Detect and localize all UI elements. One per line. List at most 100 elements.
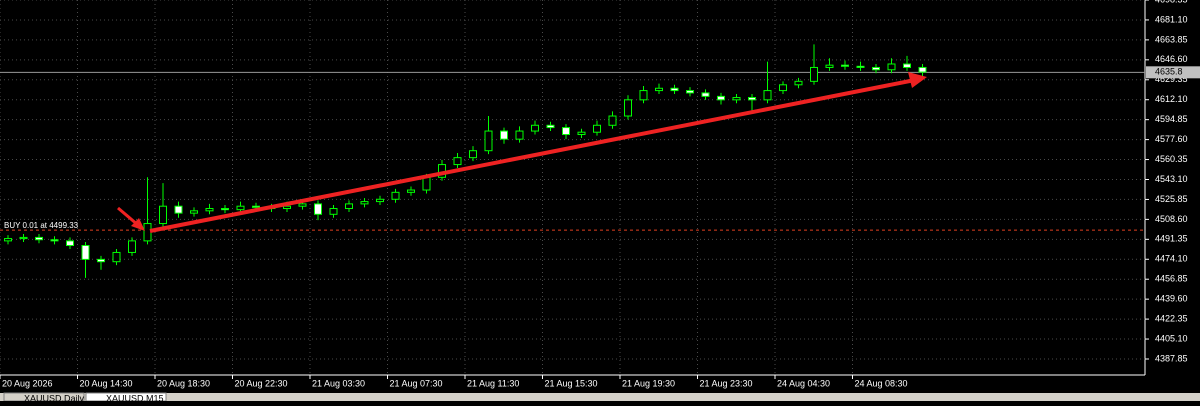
x-tick-label: 24 Aug 04:30 (777, 378, 830, 388)
candle-body (686, 90, 694, 94)
candle-body (903, 63, 911, 68)
candle-body (500, 130, 508, 140)
candle-body (856, 65, 865, 68)
annotation-arrows (117, 72, 927, 233)
candle-body (841, 64, 849, 67)
candle-body (221, 208, 229, 211)
candle-body (283, 205, 291, 210)
candle-body (577, 131, 586, 136)
x-tick-label: 21 Aug 15:30 (545, 378, 598, 388)
candle-body (763, 90, 772, 101)
y-tick-label: 4422.35 (1155, 313, 1188, 323)
candle-body (639, 90, 648, 101)
y-tick-label: 4629.35 (1155, 74, 1188, 84)
candle-body (484, 130, 493, 152)
x-tick-label: 21 Aug 07:30 (390, 378, 443, 388)
candle-body (717, 95, 725, 101)
x-tick-label: 21 Aug 23:30 (700, 378, 753, 388)
y-tick-label: 4612.10 (1155, 94, 1188, 104)
x-tick-label: 24 Aug 08:30 (855, 378, 908, 388)
candle-body (128, 240, 136, 253)
chart-tab-label[interactable]: XAUUSD,M15 (106, 393, 164, 403)
x-tick-label: 21 Aug 11:30 (467, 378, 519, 388)
labels: 4698.35 4681.10 4663.85 4646.60 4629.35 4612.… (2, 0, 1200, 388)
candle-body (159, 205, 167, 225)
candle-body (608, 115, 617, 126)
candle-body (81, 245, 90, 260)
entry-arrow (117, 206, 139, 227)
candle-body (422, 176, 431, 191)
grid (0, 0, 1149, 379)
candle-body (360, 201, 369, 205)
y-tick-label: 4525.85 (1155, 194, 1188, 204)
candle-body (918, 66, 927, 73)
candle-body (794, 80, 803, 86)
candle-body (453, 157, 462, 166)
y-tick-label: 4663.85 (1155, 34, 1188, 44)
tab-bar (0, 393, 1200, 401)
y-tick-label: 4456.85 (1155, 274, 1188, 284)
candle-body (252, 205, 260, 208)
candle-body (407, 189, 415, 193)
candle-body (298, 203, 307, 207)
y-tick-label: 4474.10 (1155, 254, 1188, 264)
candle-body (593, 124, 601, 133)
candle-body (143, 223, 152, 242)
candle-body (872, 66, 880, 71)
chart-tab-label[interactable]: XAUUSD,Daily (24, 393, 85, 403)
candle-body (887, 63, 896, 71)
bid-label: 4635.8 (1155, 67, 1183, 77)
candle-body (391, 191, 400, 200)
candle-body (35, 236, 43, 241)
candle-body (624, 99, 632, 117)
x-tick-label: 20 Aug 18:30 (157, 378, 210, 388)
y-tick-label: 4560.35 (1155, 154, 1188, 164)
candle-body (4, 238, 12, 242)
trend-arrow-head (908, 72, 927, 88)
y-tick-label: 4594.85 (1155, 114, 1188, 124)
x-tick-label: 20 Aug 2026 (2, 378, 53, 388)
candle-body (112, 251, 121, 263)
candle-body (190, 210, 198, 214)
y-tick-label: 4577.60 (1155, 134, 1188, 144)
y-tick-label: 4698.35 (1155, 0, 1188, 4)
entry-arrow-head (131, 218, 145, 231)
candle-body (50, 239, 59, 242)
y-tick-label: 4646.60 (1155, 54, 1188, 64)
candle-body (314, 203, 322, 215)
candle-body (329, 208, 338, 215)
candle-body (205, 208, 214, 212)
candle-body (531, 124, 539, 132)
candle-body (174, 205, 183, 214)
bid-label-box (1146, 66, 1200, 79)
candle-body (748, 97, 756, 101)
candle-body (670, 87, 679, 92)
x-tick-label: 21 Aug 19:30 (622, 378, 675, 388)
candle-body (236, 205, 245, 211)
candle-body (345, 203, 353, 210)
y-tick-label: 4405.10 (1155, 333, 1188, 343)
y-tick-label: 4508.60 (1155, 214, 1188, 224)
candle-body (97, 258, 105, 263)
candle-body (779, 84, 787, 92)
candle-body (515, 130, 524, 140)
y-tick-label: 4387.85 (1155, 353, 1188, 363)
trade-label: BUY 0.01 at 4499.33 (4, 221, 79, 230)
candle-body (469, 150, 477, 159)
candle-body (376, 198, 384, 203)
x-tick-label: 21 Aug 03:30 (312, 378, 365, 388)
candle-body (701, 92, 710, 97)
x-tick-label: 20 Aug 22:30 (235, 378, 288, 388)
candle-body (732, 97, 741, 101)
x-tick-label: 20 Aug 14:30 (80, 378, 133, 388)
candle-body (562, 127, 570, 136)
candle-body (546, 124, 555, 129)
candle-body (810, 66, 818, 82)
y-tick-label: 4681.10 (1155, 14, 1188, 24)
candle-body (825, 64, 834, 68)
y-tick-label: 4491.35 (1155, 234, 1188, 244)
candles (0, 44, 1145, 278)
